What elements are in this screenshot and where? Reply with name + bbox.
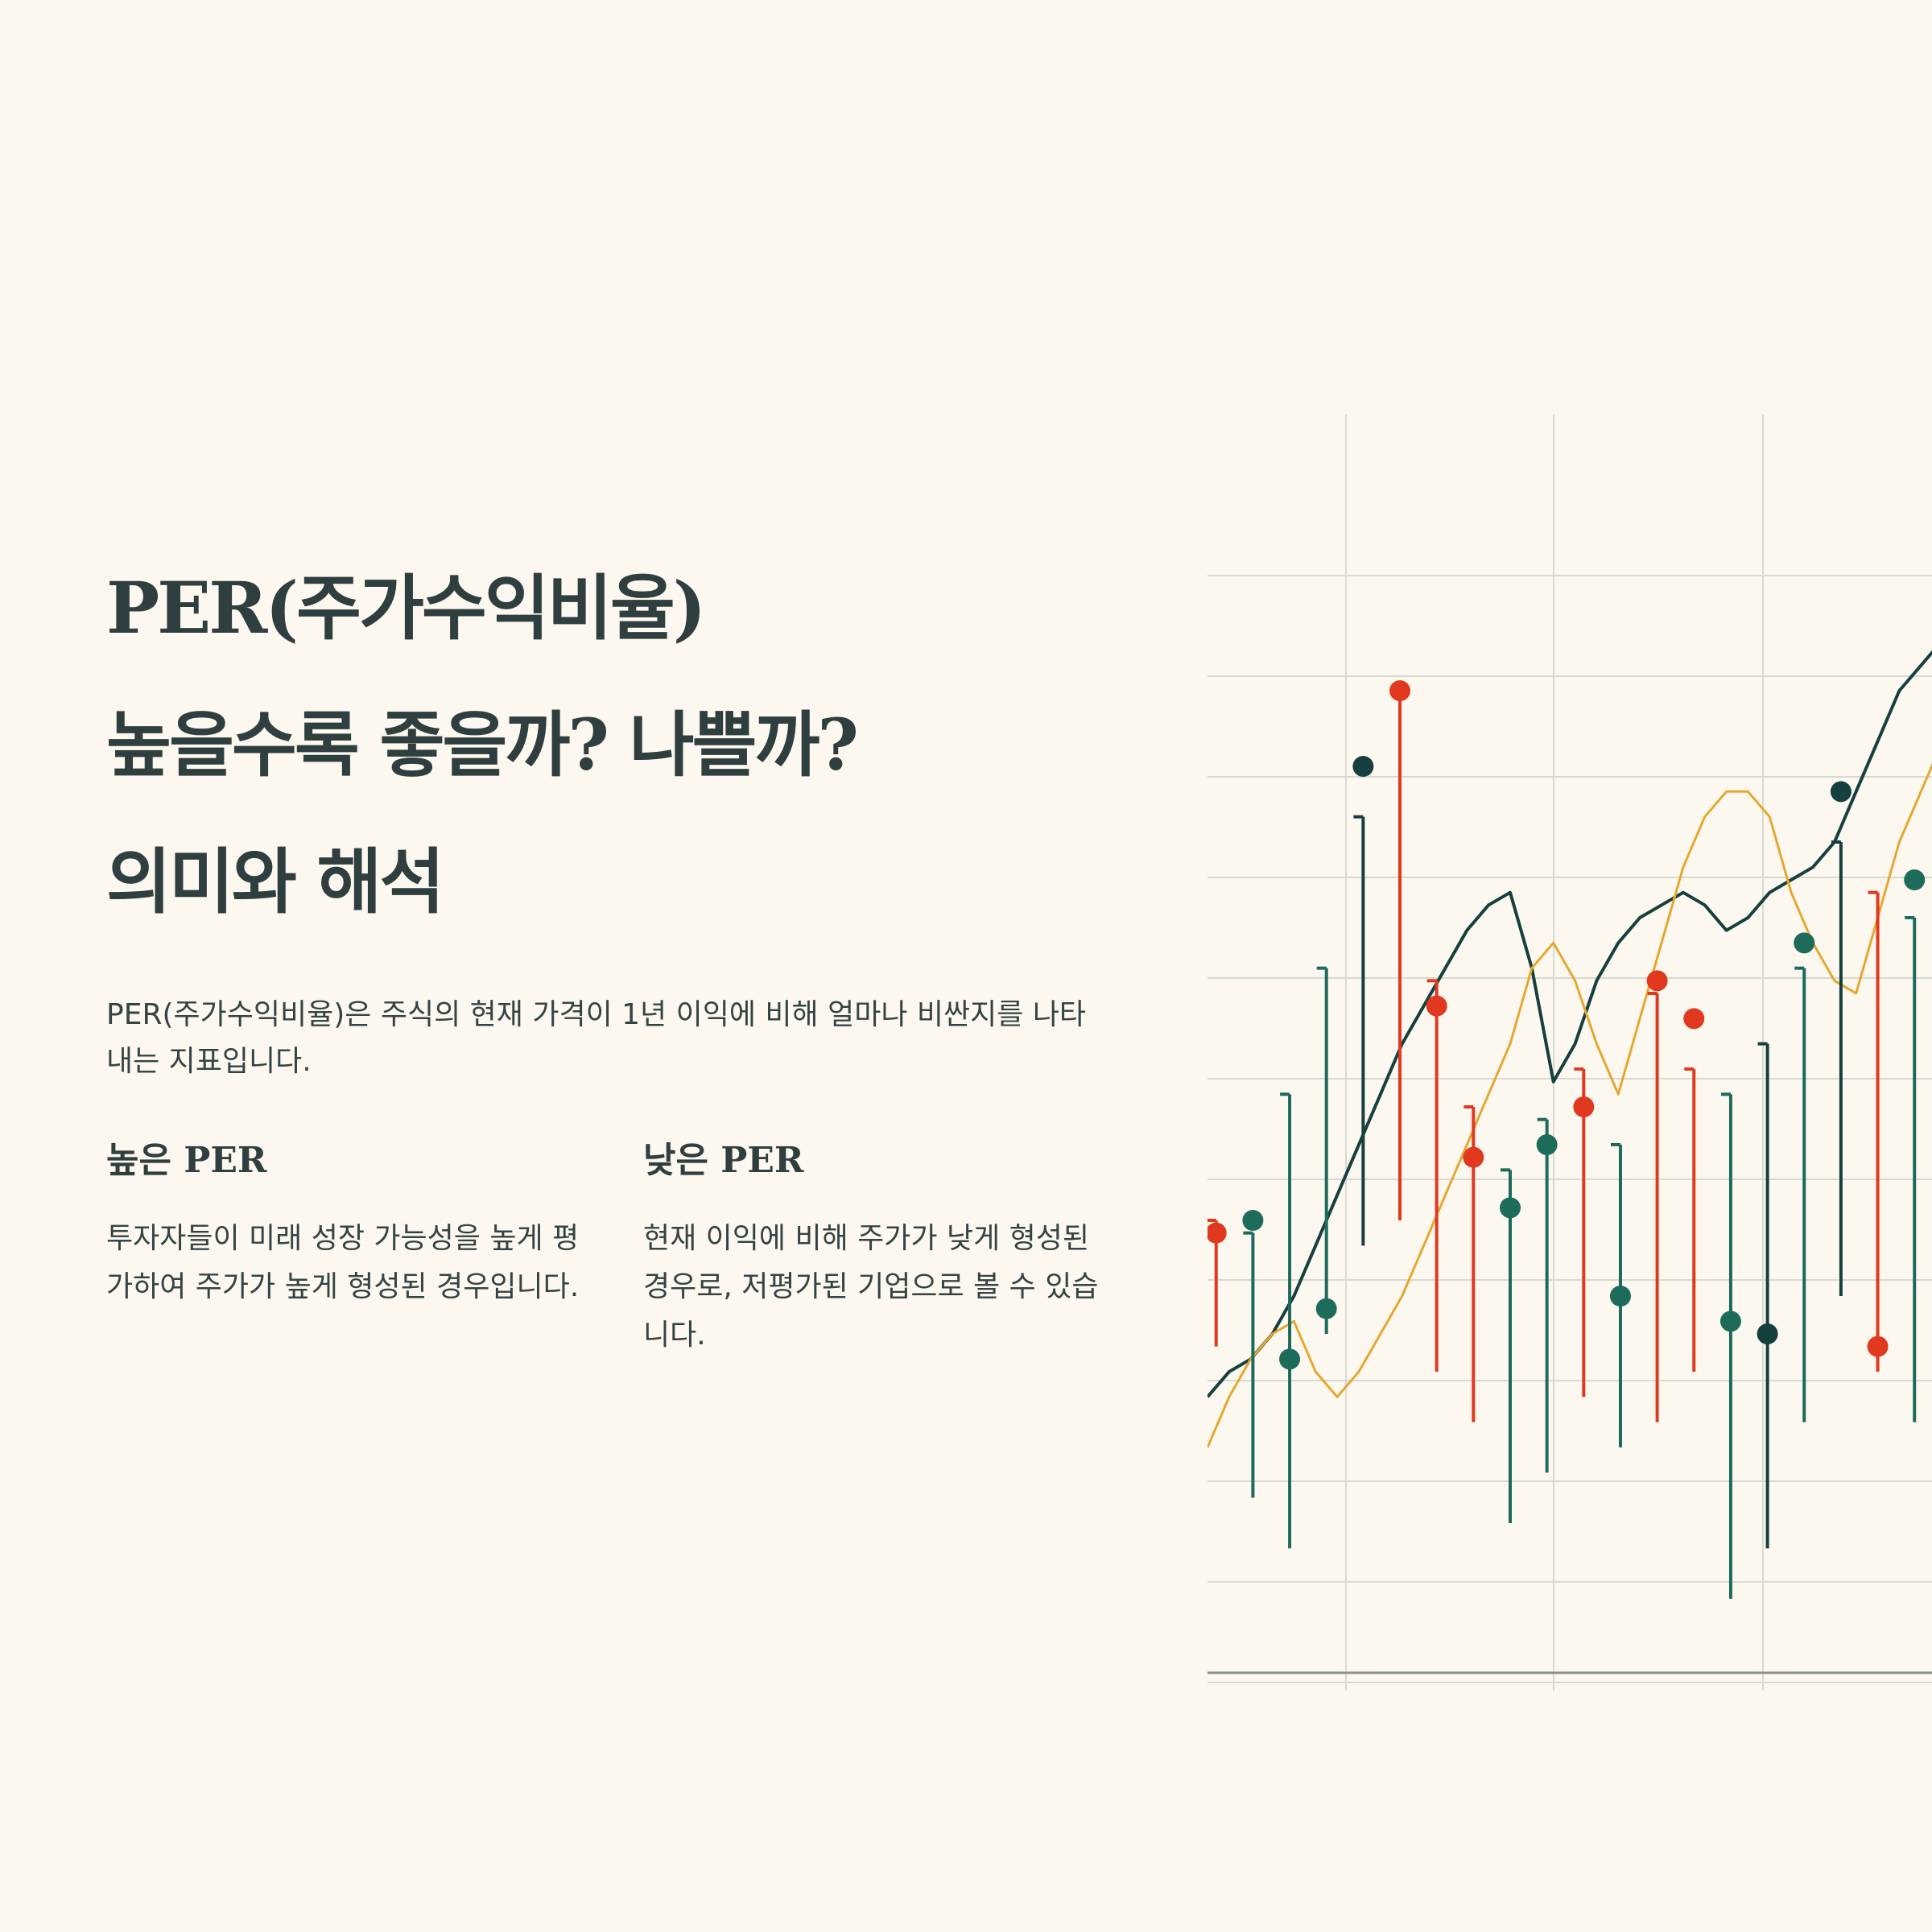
price-marker-dot (1463, 1146, 1484, 1168)
price-marker-dot (1867, 1335, 1889, 1357)
price-marker-dot (1646, 970, 1668, 992)
intro-paragraph: PER(주가수익비율)은 주식의 현재 가격이 1년 이익에 비해 얼마나 비싼… (106, 998, 1087, 1078)
title-line-3: 의미와 해석 (106, 840, 444, 923)
title-line-1: PER(주가수익비율) (106, 566, 706, 650)
price-marker-dot (1904, 869, 1926, 890)
price-marker-dot (1609, 1286, 1631, 1307)
stock-chart-illustration (1208, 402, 1932, 1707)
series-line (1208, 762, 1932, 1448)
text-column: PER(주가수익비율) 높을수록 좋을까? 나쁠까? 의미와 해석 PER(주가… (106, 539, 1098, 1352)
price-marker-dot (1719, 1311, 1741, 1332)
price-marker-dot (1500, 1197, 1521, 1219)
price-marker-dot (1757, 1323, 1778, 1344)
price-marker-dot (1279, 1348, 1301, 1370)
high-per-heading: 높은 PER (106, 1140, 267, 1181)
price-marker-dot (1794, 932, 1815, 954)
price-marker-dot (1426, 995, 1447, 1017)
title-line-2: 높을수록 좋을까? 나쁠까? (106, 703, 859, 786)
price-marker-dot (1830, 781, 1852, 803)
high-per-section: 높은 PER 투자자들이 미래 성장 가능성을 높게 평가하여 주가가 높게 형… (106, 1131, 581, 1311)
low-per-text: 현재 이익에 비해 주가가 낮게 형성된 경우로, 저평가된 기업으로 볼 수 … (643, 1222, 1099, 1352)
stock-chart-svg (1208, 415, 1932, 1690)
price-marker-dot (1389, 680, 1411, 701)
low-per-section: 낮은 PER 현재 이익에 비해 주가가 낮게 형성된 경우로, 저평가된 기업… (643, 1131, 1118, 1360)
price-marker-dot (1208, 1222, 1227, 1244)
price-marker-dot (1242, 1210, 1264, 1231)
price-marker-dot (1683, 1008, 1705, 1030)
price-marker-dot (1573, 1096, 1595, 1117)
price-marker-dot (1352, 756, 1374, 777)
high-per-text: 투자자들이 미래 성장 가능성을 높게 평가하여 주가가 높게 형성된 경우입니… (106, 1222, 580, 1303)
low-per-heading: 낮은 PER (643, 1140, 804, 1181)
price-marker-dot (1536, 1134, 1558, 1155)
price-marker-dot (1315, 1298, 1337, 1319)
